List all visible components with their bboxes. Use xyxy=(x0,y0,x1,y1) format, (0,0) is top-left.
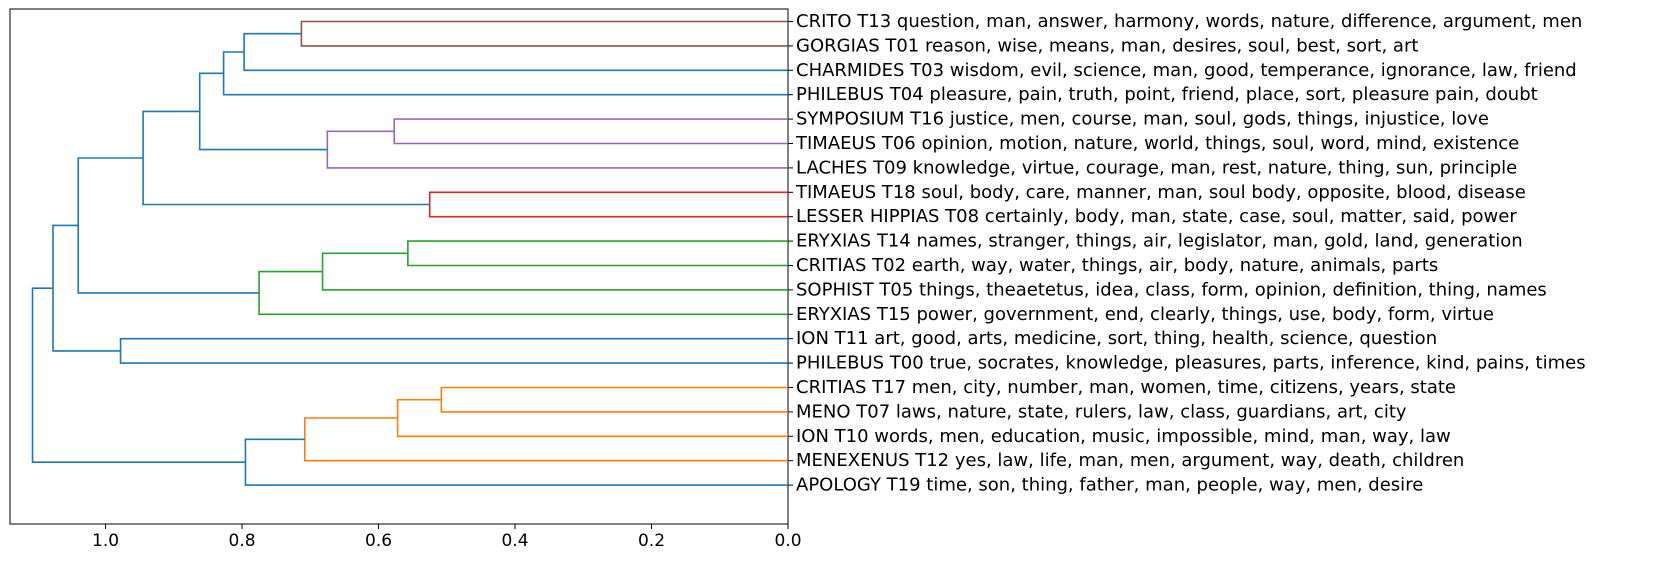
leaf-label: APOLOGY T19 time, son, thing, father, ma… xyxy=(796,475,1423,496)
leaf-label: CHARMIDES T03 wisdom, evil, science, man… xyxy=(796,60,1577,81)
x-axis: 1.0 0.8 0.6 0.4 0.2 0.0 xyxy=(92,524,802,551)
dendrogram-link-n18 xyxy=(244,438,788,486)
dendrogram-link-n9 xyxy=(407,240,788,267)
x-tick-label: 0.0 xyxy=(774,531,801,551)
dendrogram-link-n11 xyxy=(258,270,788,316)
leaf-label: MENEXENUS T12 yes, law, life, man, men, … xyxy=(796,450,1464,471)
leaf-label: ERYXIAS T15 power, government, end, clea… xyxy=(796,304,1494,325)
leaf-label: LACHES T09 knowledge, virtue, courage, m… xyxy=(796,157,1517,178)
leaf-label: SYMPOSIUM T16 justice, men, course, man,… xyxy=(796,109,1489,130)
leaf-label: CRITO T13 question, man, answer, harmony… xyxy=(796,11,1582,32)
dendrogram-link-n12 xyxy=(77,157,260,294)
leaf-label: PHILEBUS T00 true, socrates, knowledge, … xyxy=(796,353,1586,374)
x-tick-label: 1.0 xyxy=(92,531,119,551)
leaf-label: CRITIAS T02 earth, way, water, things, a… xyxy=(796,255,1438,276)
dendrogram-link-n15 xyxy=(440,386,788,413)
dendrogram-link-n17 xyxy=(304,417,788,462)
plot-frame xyxy=(9,8,789,525)
x-tick-label: 0.4 xyxy=(501,531,528,551)
leaf-ticks xyxy=(788,21,793,486)
dendrogram-link-n2 xyxy=(243,32,788,72)
leaf-label: PHILEBUS T04 pleasure, pain, truth, poin… xyxy=(796,84,1538,105)
leaf-label: ERYXIAS T14 names, stranger, things, air… xyxy=(796,231,1523,252)
leaf-label: MENO T07 laws, nature, state, rulers, la… xyxy=(796,401,1407,422)
leaf-label: ION T10 words, men, education, music, im… xyxy=(796,426,1451,447)
leaf-label: ION T11 art, good, arts, medicine, sort,… xyxy=(796,328,1437,349)
leaf-label: LESSER HIPPIAS T08 certainly, body, man,… xyxy=(796,206,1517,227)
leaf-label: CRITIAS T17 men, city, number, man, wome… xyxy=(796,377,1456,398)
leaf-label: SOPHIST T05 things, theaetetus, idea, cl… xyxy=(796,279,1547,300)
dendrogram-link-n19 xyxy=(31,287,246,464)
dendrogram-link-n1 xyxy=(300,20,788,47)
dendrogram-links xyxy=(31,20,788,486)
leaf-labels: CRITO T13 question, man, answer, harmony… xyxy=(795,11,1586,496)
dendrogram-link-n6 xyxy=(198,72,328,151)
dendrogram-link-n14 xyxy=(52,224,121,352)
dendrogram-link-n7 xyxy=(428,191,788,218)
dendrogram-link-n5 xyxy=(326,130,788,169)
x-tick-label: 0.6 xyxy=(365,531,392,551)
dendrogram-link-n4 xyxy=(393,118,788,145)
leaf-label: GORGIAS T01 reason, wise, means, man, de… xyxy=(796,35,1418,56)
dendrogram-link-n13 xyxy=(119,337,788,364)
leaf-label: TIMAEUS T06 opinion, motion, nature, wor… xyxy=(795,133,1519,154)
x-tick-label: 0.2 xyxy=(638,531,665,551)
dendrogram-link-n10 xyxy=(321,252,788,291)
leaf-label: TIMAEUS T18 soul, body, care, manner, ma… xyxy=(795,182,1526,203)
dendrogram-link-n3 xyxy=(222,51,788,96)
dendrogram-link-n8 xyxy=(142,110,430,206)
dendrogram-link-n16 xyxy=(396,398,788,438)
x-tick-label: 0.8 xyxy=(229,531,256,551)
